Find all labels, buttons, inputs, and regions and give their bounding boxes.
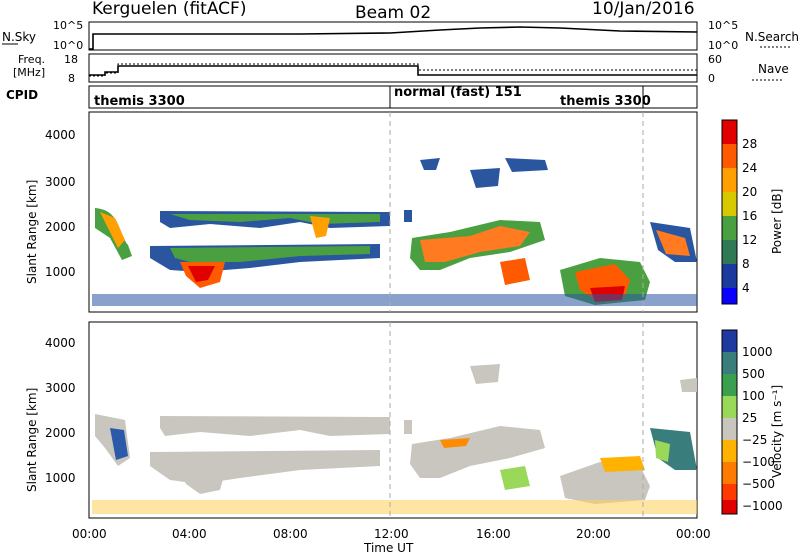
power-colorbar: 28 24 20 16 12 8 4 Power [dB]: [721, 119, 784, 305]
power-data-layer: [92, 158, 697, 306]
velocity-cbar-tick-minus25: −25: [742, 433, 767, 447]
power-panel: 4000 3000 2000 1000 Slant Range [km] 28 …: [25, 111, 784, 313]
power-cbar-label: Power [dB]: [770, 189, 784, 254]
nsky-panel: N.Sky 10^5 10^0 10^5 10^0 N.Search: [2, 19, 799, 52]
nsky-label: N.Sky: [2, 30, 36, 44]
freq-panel: Freq. [MHz] 18 8 60 0 Nave: [13, 53, 789, 85]
nsearch-label: N.Search: [745, 30, 799, 44]
power-cbar-tick-8: 8: [742, 257, 750, 271]
nsky-line: [89, 26, 698, 50]
velocity-yaxis: 4000 3000 2000 1000 Slant Range [km]: [25, 336, 76, 492]
freq-tick-bottom: 8: [68, 72, 75, 85]
velocity-panel: 4000 3000 2000 1000 Slant Range [km] 00:…: [25, 321, 784, 554]
velocity-colorbar: 1000 500 100 25 −25 −100 −500 −1000 Velo…: [721, 329, 784, 515]
power-cbar-tick-24: 24: [742, 161, 757, 175]
xtick-1600: 16:00: [476, 527, 511, 541]
xlabel: Time UT: [363, 541, 414, 554]
velocity-ytick-2000: 2000: [45, 426, 76, 440]
velocity-xaxis: 00:00 04:00 08:00 12:00 16:00 20:00 00:0…: [72, 527, 711, 554]
velocity-ytick-3000: 3000: [45, 381, 76, 395]
beam-label: Beam 02: [355, 3, 431, 23]
power-cbar-tick-20: 20: [742, 185, 757, 199]
nsearch-tick-bottom: 10^0: [708, 39, 738, 52]
freq-tick-top: 18: [64, 53, 78, 66]
power-cbar-tick-4: 4: [742, 281, 750, 295]
nave-line: [89, 63, 697, 77]
velocity-cbar-tick-1000: 1000: [742, 345, 773, 359]
xtick-0400: 04:00: [172, 527, 207, 541]
nsky-tick-top: 10^5: [53, 19, 83, 32]
xtick-1200: 12:00: [374, 527, 409, 541]
velocity-cbar-tick-25: 25: [742, 411, 757, 425]
power-cbar-tick-16: 16: [742, 209, 757, 223]
power-ytick-4000: 4000: [45, 128, 76, 142]
date-label: 10/Jan/2016: [592, 0, 695, 19]
power-ytick-3000: 3000: [45, 175, 76, 189]
power-ytick-1000: 1000: [45, 265, 76, 279]
power-yaxis: 4000 3000 2000 1000 Slant Range [km]: [25, 128, 76, 284]
power-cbar-tick-12: 12: [742, 233, 757, 247]
velocity-cbar-tick-100: 100: [742, 389, 765, 403]
cpid-segment-1: themis 3300: [94, 94, 185, 109]
nave-label: Nave: [758, 62, 789, 76]
velocity-ytick-4000: 4000: [45, 336, 76, 350]
velocity-ylabel: Slant Range [km]: [25, 388, 39, 492]
velocity-cbar-tick-minus1000: −1000: [742, 499, 783, 513]
velocity-ytick-1000: 1000: [45, 471, 76, 485]
velocity-band-upper: [160, 416, 390, 436]
nave-tick-top: 60: [708, 53, 722, 66]
velocity-cbar-tick-minus500: −500: [742, 477, 775, 491]
cpid-panel: CPID themis 3300 normal (fast) 151 themi…: [6, 85, 698, 109]
xtick-0000-end: 00:00: [676, 527, 711, 541]
power-cbar-tick-28: 28: [742, 137, 757, 151]
velocity-cbar-tick-minus100: −100: [742, 455, 775, 469]
velocity-cbar-label: Velocity [m s⁻¹]: [770, 385, 784, 478]
velocity-cbar-tick-500: 500: [742, 367, 765, 381]
xtick-0800: 08:00: [273, 527, 308, 541]
cpid-segment-2: normal (fast) 151: [394, 85, 522, 100]
velocity-data-layer: [92, 364, 697, 514]
nave-tick-bottom: 0: [708, 72, 715, 85]
cpid-segment-3: themis 3300: [560, 94, 651, 109]
freq-line: [89, 65, 697, 76]
nsearch-tick-top: 10^5: [708, 19, 738, 32]
freq-unit: [MHz]: [13, 66, 45, 79]
radar-title: Kerguelen (fitACF): [92, 0, 246, 19]
nsky-tick-bottom: 10^0: [53, 39, 83, 52]
xtick-2000: 20:00: [576, 527, 611, 541]
xtick-0000-start: 00:00: [72, 527, 107, 541]
freq-label: Freq.: [18, 53, 45, 66]
power-ytick-2000: 2000: [45, 220, 76, 234]
cpid-label: CPID: [6, 88, 38, 102]
power-ylabel: Slant Range [km]: [25, 180, 39, 284]
